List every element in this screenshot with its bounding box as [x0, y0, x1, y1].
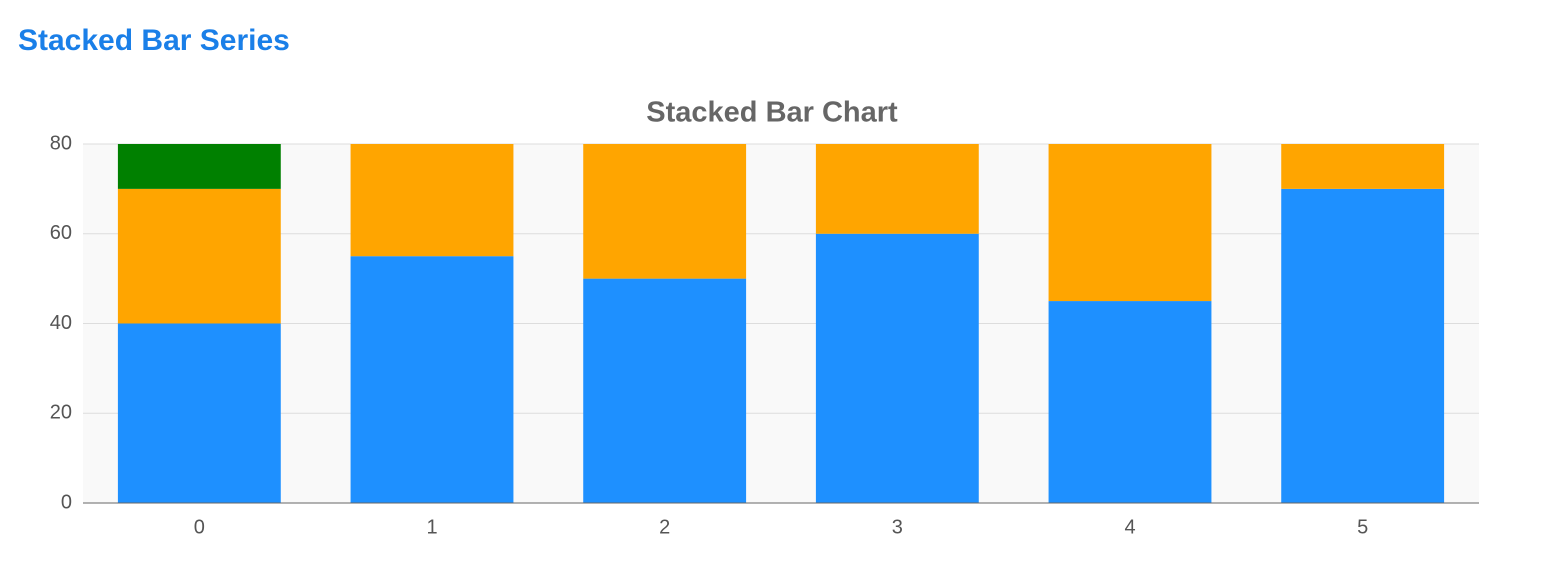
- bar-segment: [1281, 144, 1445, 189]
- bar-segment: [1048, 301, 1212, 503]
- labels: 0 20 40 60 80 0 1 2 3 4 5: [50, 132, 1368, 538]
- bar-segment: [117, 323, 281, 503]
- bar-segment: [117, 188, 281, 324]
- bar-segment: [583, 144, 747, 279]
- x-tick-label: 4: [1124, 516, 1135, 538]
- page-title: Stacked Bar Series: [18, 24, 290, 57]
- chart-title: Stacked Bar Chart: [646, 97, 898, 129]
- x-tick-label: 1: [426, 516, 437, 538]
- bar-segment: [1281, 188, 1445, 503]
- x-tick-label: 0: [194, 516, 205, 538]
- y-tick-label: 60: [50, 222, 72, 244]
- bar-segment: [350, 256, 514, 503]
- y-tick-label: 0: [61, 491, 72, 513]
- bar-segment: [815, 144, 979, 234]
- bar-segment: [583, 278, 747, 503]
- x-tick-label: 5: [1357, 516, 1368, 538]
- bar-segment: [815, 233, 979, 503]
- bars: [117, 144, 1445, 503]
- x-tick-label: 3: [892, 516, 903, 538]
- bar-segment: [350, 144, 514, 257]
- y-tick-label: 20: [50, 402, 72, 424]
- x-tick-label: 2: [659, 516, 670, 538]
- bar-segment: [1048, 144, 1212, 302]
- bar-segment: [117, 144, 281, 189]
- y-tick-label: 80: [50, 132, 72, 154]
- y-tick-label: 40: [50, 312, 72, 334]
